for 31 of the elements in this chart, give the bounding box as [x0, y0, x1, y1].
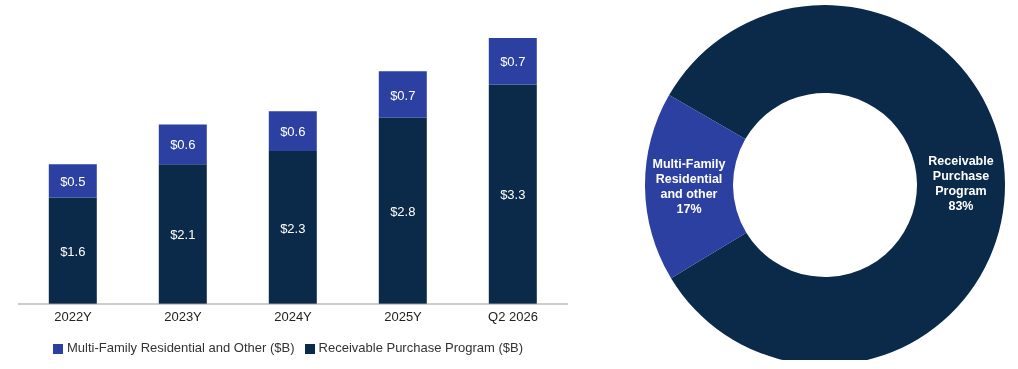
- data-label: $0.7: [390, 87, 416, 103]
- slice-label: Multi-Family Residential and other: [652, 156, 726, 201]
- data-label: $1.6: [60, 243, 86, 259]
- bar: [268, 111, 317, 152]
- bar: [378, 71, 427, 118]
- bar: [378, 117, 427, 304]
- bar: [158, 124, 207, 165]
- slice-label: Receivable Purchase Program: [928, 154, 994, 199]
- data-label: $3.3: [500, 187, 526, 203]
- data-label: 83%: [948, 199, 974, 214]
- data-label: $2.3: [280, 220, 306, 236]
- data-label: $0.6: [170, 137, 196, 153]
- bar: [268, 151, 317, 304]
- data-label: $0.6: [280, 124, 306, 140]
- bar: [488, 84, 537, 304]
- x-tick-label: 2024Y: [274, 309, 313, 325]
- bar: [158, 164, 207, 304]
- data-label: $0.5: [60, 173, 86, 189]
- bar: [488, 38, 537, 85]
- x-tick-label: 2022Y: [54, 309, 93, 325]
- x-tick-label: 2025Y: [384, 309, 423, 325]
- legend-label: Receivable Purchase Program ($B): [318, 340, 524, 355]
- data-label: $2.8: [390, 203, 416, 219]
- legend-label: Multi-Family Residential and Other ($B): [66, 340, 295, 355]
- x-tick-label: 2023Y: [164, 309, 203, 325]
- x-tick-label: Q2 2026: [488, 309, 538, 325]
- bar: [48, 164, 97, 198]
- data-label: 17%: [676, 201, 702, 216]
- data-label: $2.1: [170, 227, 196, 243]
- data-label: $0.7: [500, 54, 526, 70]
- bar: [48, 197, 97, 304]
